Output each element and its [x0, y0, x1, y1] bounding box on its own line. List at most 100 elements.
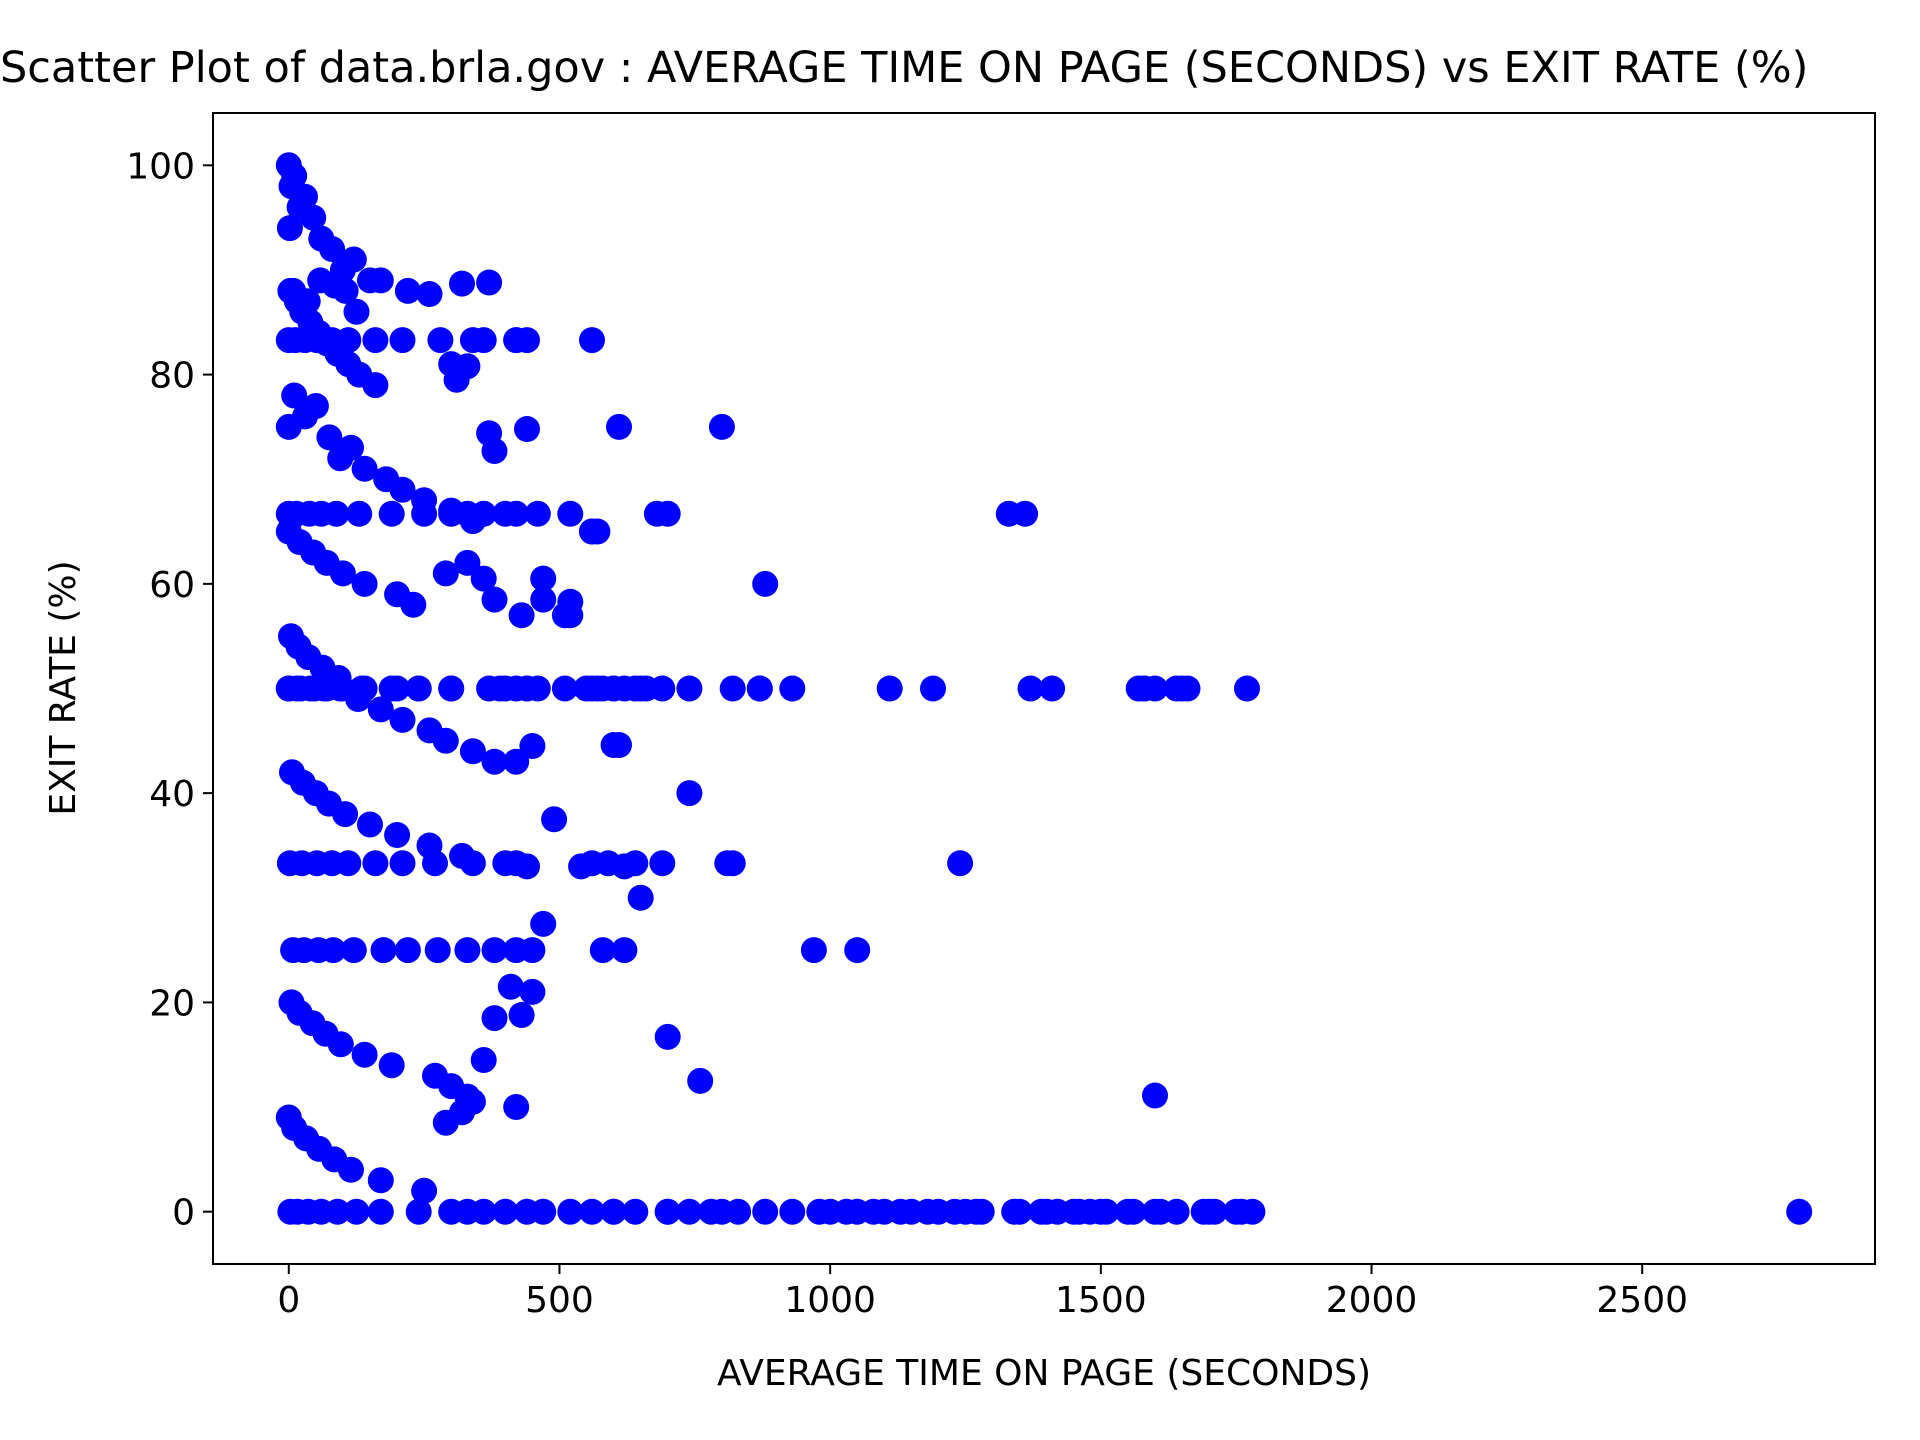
data-point	[454, 937, 481, 964]
data-point	[351, 675, 378, 702]
data-point	[530, 910, 557, 937]
data-point	[654, 1198, 681, 1225]
data-point	[503, 748, 530, 775]
x-tick-label: 500	[525, 1280, 594, 1321]
data-point	[340, 246, 367, 273]
data-point	[335, 327, 362, 354]
data-point	[676, 780, 703, 807]
data-point	[357, 811, 383, 838]
data-point	[384, 822, 411, 848]
data-point	[844, 937, 871, 964]
data-point	[294, 288, 321, 315]
data-point	[367, 267, 394, 294]
data-point	[519, 733, 546, 759]
data-point	[1017, 675, 1044, 702]
data-point	[503, 1094, 530, 1120]
data-point	[530, 586, 557, 613]
data-point	[698, 1198, 725, 1225]
data-point	[340, 937, 367, 964]
data-points-group	[275, 152, 1813, 1225]
data-point	[833, 1198, 860, 1225]
data-point	[508, 602, 535, 629]
data-point	[405, 1198, 432, 1225]
data-point	[343, 298, 370, 325]
data-point	[1234, 675, 1260, 702]
data-point	[860, 1198, 887, 1225]
data-point	[276, 215, 303, 242]
data-point	[389, 327, 416, 354]
data-point	[941, 1198, 968, 1225]
chart-title: Scatter Plot of data.brla.gov : AVERAGE …	[0, 43, 1808, 93]
data-point	[411, 1177, 438, 1204]
data-point	[422, 850, 448, 877]
data-point	[800, 937, 827, 964]
x-axis-label: AVERAGE TIME ON PAGE (SECONDS)	[717, 1353, 1371, 1394]
data-point	[519, 978, 546, 1005]
data-point	[320, 937, 347, 964]
data-point	[579, 327, 605, 354]
data-point	[362, 372, 389, 399]
data-point	[806, 1198, 833, 1225]
data-point	[459, 1088, 486, 1115]
data-point	[394, 277, 421, 304]
data-point	[1093, 1198, 1120, 1225]
data-point	[627, 884, 654, 911]
data-point	[530, 565, 557, 592]
data-point	[459, 850, 486, 877]
data-point	[779, 1198, 806, 1225]
data-point	[497, 973, 524, 1000]
data-point	[579, 1198, 605, 1225]
data-point	[714, 850, 741, 877]
data-point	[1120, 1198, 1147, 1225]
data-point	[725, 1198, 752, 1225]
data-point	[427, 327, 454, 354]
data-point	[887, 1198, 914, 1225]
data-point	[470, 1047, 497, 1073]
data-point	[351, 570, 378, 597]
data-point	[746, 675, 773, 702]
data-point	[920, 675, 946, 702]
data-point	[947, 850, 974, 877]
data-point	[519, 937, 546, 964]
data-point	[1174, 675, 1201, 702]
data-point	[514, 675, 540, 702]
data-point	[654, 1023, 681, 1050]
data-point	[338, 1156, 364, 1183]
y-axis: 0 20 40 60 80 100	[126, 146, 213, 1234]
data-point	[968, 1198, 995, 1225]
data-point	[541, 806, 568, 833]
data-point	[1039, 675, 1066, 702]
data-point	[327, 1031, 354, 1058]
data-point	[332, 277, 359, 304]
data-point	[411, 500, 438, 527]
y-tick-label: 100	[126, 146, 195, 187]
data-point	[1228, 1198, 1255, 1225]
data-point	[367, 1167, 394, 1194]
data-point	[752, 570, 779, 597]
data-point	[394, 937, 421, 964]
data-point	[1044, 1198, 1071, 1225]
data-point	[611, 937, 638, 964]
data-point	[508, 1002, 535, 1028]
data-point	[378, 675, 405, 702]
data-point	[622, 850, 649, 877]
data-point	[346, 500, 373, 527]
data-point	[481, 586, 508, 613]
data-point	[643, 500, 670, 527]
data-point	[319, 236, 346, 262]
data-point	[329, 560, 356, 587]
data-point	[343, 1198, 370, 1225]
y-axis-label: EXIT RATE (%)	[43, 560, 84, 815]
data-point	[470, 500, 497, 527]
x-tick-label: 0	[277, 1280, 300, 1321]
data-point	[459, 738, 486, 765]
data-point	[389, 706, 416, 733]
y-tick-label: 80	[149, 356, 195, 397]
data-point	[551, 675, 578, 702]
data-point	[503, 327, 530, 354]
data-point	[514, 416, 540, 442]
data-point	[633, 675, 660, 702]
data-point	[362, 850, 389, 877]
data-point	[367, 1198, 394, 1225]
data-point	[324, 1198, 351, 1225]
